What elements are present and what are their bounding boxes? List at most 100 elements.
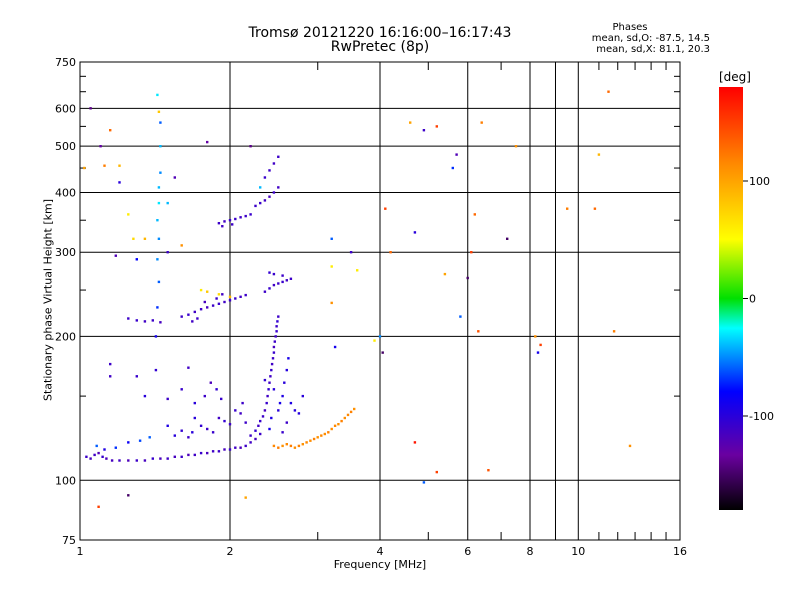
- data-point: [143, 320, 147, 323]
- data-point: [607, 90, 610, 93]
- data-point: [263, 378, 267, 382]
- data-point: [277, 282, 280, 285]
- data-point: [281, 444, 284, 448]
- data-point: [89, 107, 92, 110]
- data-point: [173, 176, 176, 179]
- data-point: [239, 295, 242, 298]
- data-point: [166, 201, 169, 205]
- data-point: [272, 351, 276, 354]
- data-point: [228, 219, 232, 222]
- data-point: [268, 169, 271, 172]
- data-point: [220, 397, 223, 401]
- data-point: [127, 213, 130, 216]
- data-point: [277, 409, 280, 412]
- data-point: [249, 441, 252, 444]
- data-point: [157, 110, 161, 113]
- data-point: [239, 216, 242, 219]
- data-point: [244, 496, 247, 499]
- data-point: [217, 222, 221, 225]
- data-point: [199, 451, 203, 455]
- data-point: [166, 424, 169, 427]
- data-point: [293, 409, 297, 412]
- data-point: [187, 453, 190, 457]
- data-point: [127, 494, 130, 497]
- data-point: [289, 444, 293, 448]
- data-point: [206, 451, 209, 455]
- data-point: [297, 444, 301, 448]
- data-point: [289, 277, 293, 280]
- data-point: [114, 446, 117, 449]
- data-point: [330, 265, 333, 268]
- data-point: [272, 283, 276, 287]
- data-point: [267, 388, 270, 391]
- data-point: [173, 434, 176, 437]
- data-point: [536, 351, 540, 354]
- data-point: [166, 457, 169, 460]
- data-point: [340, 419, 343, 423]
- data-point: [193, 453, 196, 457]
- y-tick-label: 100: [55, 474, 76, 487]
- plot-frame: [79, 61, 681, 541]
- data-point: [127, 317, 130, 320]
- x-tick-label: 10: [571, 545, 585, 558]
- data-point: [285, 279, 288, 282]
- data-point: [312, 437, 316, 441]
- data-point: [254, 437, 257, 441]
- data-point: [97, 451, 100, 455]
- data-point: [389, 251, 392, 254]
- data-point: [597, 153, 601, 156]
- data-point: [217, 416, 221, 420]
- data-point: [180, 244, 183, 247]
- data-point: [281, 394, 284, 398]
- data-point: [566, 207, 569, 210]
- data-point: [157, 280, 161, 284]
- data-point: [249, 213, 252, 216]
- data-point: [221, 225, 224, 228]
- data-point: [281, 280, 284, 284]
- data-point: [268, 381, 271, 384]
- data-point: [234, 446, 237, 449]
- data-point: [159, 121, 162, 124]
- data-point: [203, 300, 206, 304]
- data-point: [254, 429, 257, 432]
- data-point: [270, 362, 274, 366]
- data-point: [143, 459, 147, 462]
- x-tick-label: 4: [377, 545, 384, 558]
- data-point: [261, 415, 265, 418]
- data-point: [85, 455, 88, 458]
- data-point: [156, 306, 159, 309]
- data-point: [263, 176, 267, 179]
- data-point: [343, 416, 346, 420]
- data-point: [514, 145, 518, 148]
- data-point: [193, 401, 196, 405]
- data-point: [103, 164, 106, 167]
- data-point: [268, 287, 271, 290]
- colorbar-tick-label: 0: [749, 293, 756, 306]
- data-point: [135, 459, 138, 462]
- data-point: [159, 145, 162, 148]
- data-point: [127, 459, 130, 462]
- data-point: [156, 219, 159, 222]
- data-point: [309, 439, 312, 442]
- data-point: [270, 416, 273, 420]
- data-point: [443, 272, 447, 276]
- data-point: [435, 470, 438, 474]
- data-point: [281, 274, 284, 277]
- data-point: [217, 450, 221, 453]
- data-point: [191, 431, 194, 434]
- data-point: [206, 306, 209, 309]
- data-point: [234, 409, 237, 412]
- chart-subtitle: RwPretec (8p): [330, 39, 430, 55]
- data-point: [206, 290, 209, 293]
- data-point: [268, 271, 271, 274]
- data-point: [539, 343, 542, 347]
- data-point: [480, 121, 483, 124]
- colorbar-unit: [deg]: [719, 70, 751, 84]
- data-point: [199, 424, 203, 427]
- data-point: [283, 381, 286, 384]
- data-point: [373, 339, 376, 342]
- data-point: [323, 432, 326, 436]
- data-point: [118, 181, 121, 184]
- data-point: [135, 258, 138, 261]
